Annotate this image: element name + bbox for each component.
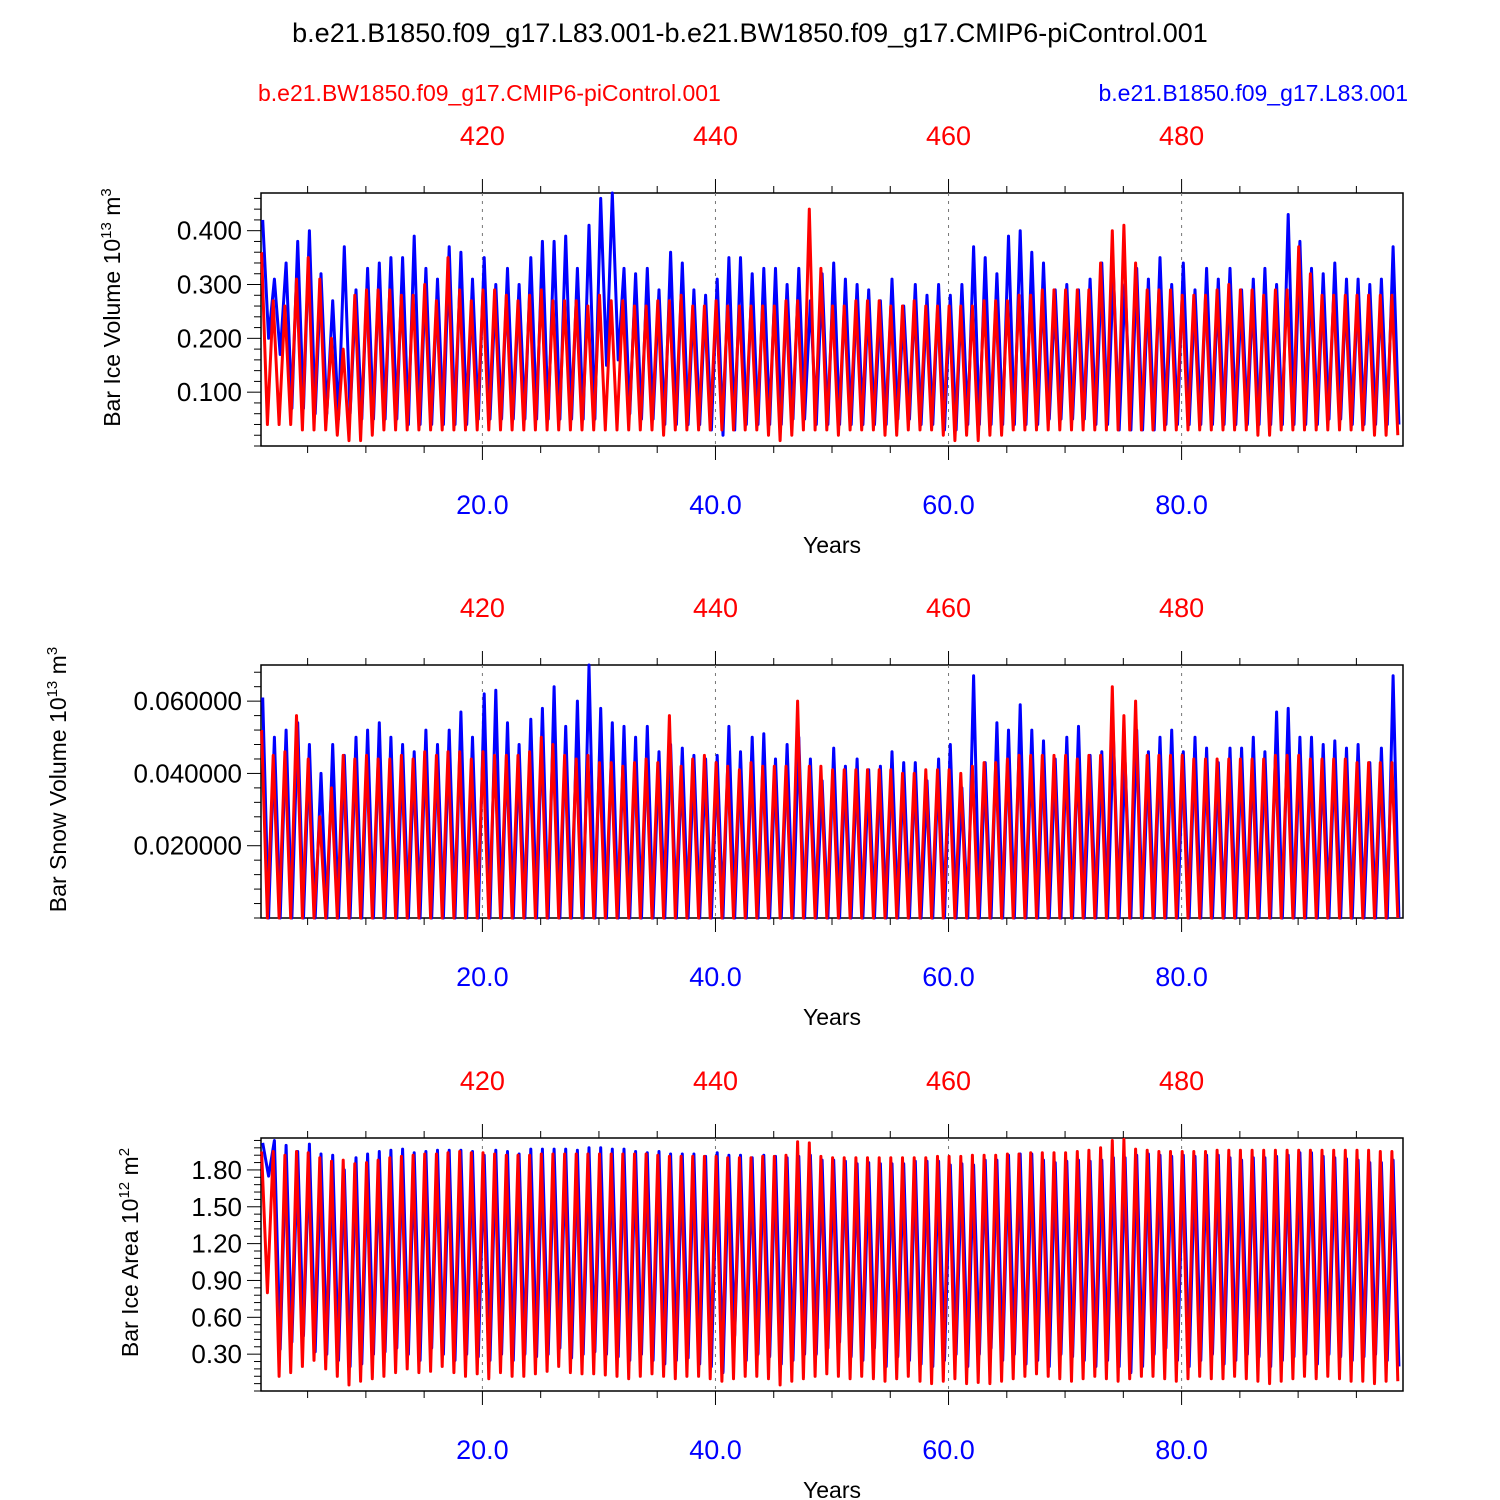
top-x-tick-label: 480 [1159, 1066, 1204, 1096]
x-tick-label: 60.0 [922, 962, 975, 992]
x-tick-label: 80.0 [1155, 1435, 1208, 1465]
y-tick-label: 0.400 [177, 216, 242, 246]
y-tick-label: 0.90 [191, 1265, 242, 1295]
top-x-tick-label: 460 [926, 1066, 971, 1096]
top-x-tick-label: 480 [1159, 593, 1204, 623]
panel-3: 0.30 0.60 0.90 1.20 1.50 1.80 20.0 40.0 60.0 80.0… [116, 1066, 1404, 1500]
y-axis-label: Bar Ice Volume 1013 m3 [98, 188, 125, 427]
x-tick-label: 40.0 [689, 490, 742, 520]
y-axis-label: Bar Ice Area 1012 m2 [116, 1148, 143, 1357]
series-line-red [260, 685, 1400, 920]
y-tick-label: 0.200 [177, 323, 242, 353]
legend-red-label: b.e21.BW1850.f09_g17.CMIP6-piControl.001 [258, 80, 721, 106]
y-tick-label: 0.040000 [134, 758, 242, 788]
y-tick-label: 1.50 [191, 1192, 242, 1222]
top-x-tick-label: 460 [926, 593, 971, 623]
y-tick-label: 0.060000 [134, 686, 242, 716]
y-tick-label: 1.20 [191, 1229, 242, 1259]
top-x-tick-label: 440 [693, 593, 738, 623]
x-tick-label: 80.0 [1155, 962, 1208, 992]
series-line-red [260, 207, 1400, 443]
y-tick-label: 0.020000 [134, 831, 242, 861]
x-tick-label: 40.0 [689, 1435, 742, 1465]
chart-title: b.e21.B1850.f09_g17.L83.001-b.e21.BW1850… [292, 18, 1208, 48]
panel-2: 0.020000 0.040000 0.060000 20.0 40.0 60.0 80.0… [44, 593, 1404, 1030]
top-x-tick-label: 440 [693, 121, 738, 151]
x-axis-label: Years [803, 532, 861, 558]
y-tick-label: 1.80 [191, 1155, 242, 1185]
x-tick-label: 20.0 [456, 962, 509, 992]
x-axis-label: Years [803, 1477, 861, 1500]
y-tick-label: 0.30 [191, 1339, 242, 1369]
x-tick-label: 20.0 [456, 490, 509, 520]
x-tick-label: 60.0 [922, 490, 975, 520]
series-line-red [260, 1137, 1400, 1387]
top-x-tick-label: 440 [693, 1066, 738, 1096]
y-tick-label: 0.60 [191, 1302, 242, 1332]
y-tick-label: 0.300 [177, 270, 242, 300]
top-x-tick-label: 460 [926, 121, 971, 151]
legend-blue-label: b.e21.B1850.f09_g17.L83.001 [1098, 80, 1408, 106]
x-tick-label: 40.0 [689, 962, 742, 992]
top-x-tick-label: 420 [460, 121, 505, 151]
x-tick-label: 80.0 [1155, 490, 1208, 520]
top-x-tick-label: 480 [1159, 121, 1204, 151]
top-x-tick-label: 420 [460, 593, 505, 623]
y-axis-label: Bar Snow Volume 1013 m3 [44, 647, 71, 912]
x-tick-label: 60.0 [922, 1435, 975, 1465]
y-tick-label: 0.100 [177, 377, 242, 407]
panel-1: 0.100 0.200 0.300 0.400 20.0 40.0 60.0 80.0 420 4… [98, 121, 1404, 558]
x-tick-label: 20.0 [456, 1435, 509, 1465]
x-axis-label: Years [803, 1004, 861, 1030]
top-x-tick-label: 420 [460, 1066, 505, 1096]
